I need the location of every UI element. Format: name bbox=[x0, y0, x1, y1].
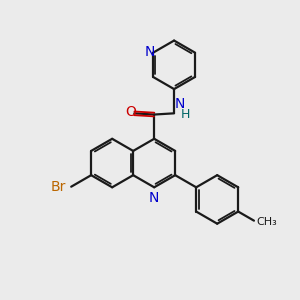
Text: O: O bbox=[125, 105, 136, 119]
Text: N: N bbox=[175, 98, 185, 112]
Text: H: H bbox=[181, 108, 190, 121]
Text: N: N bbox=[144, 44, 155, 58]
Text: Br: Br bbox=[51, 180, 66, 194]
Text: CH₃: CH₃ bbox=[256, 217, 277, 227]
Text: N: N bbox=[149, 191, 159, 206]
